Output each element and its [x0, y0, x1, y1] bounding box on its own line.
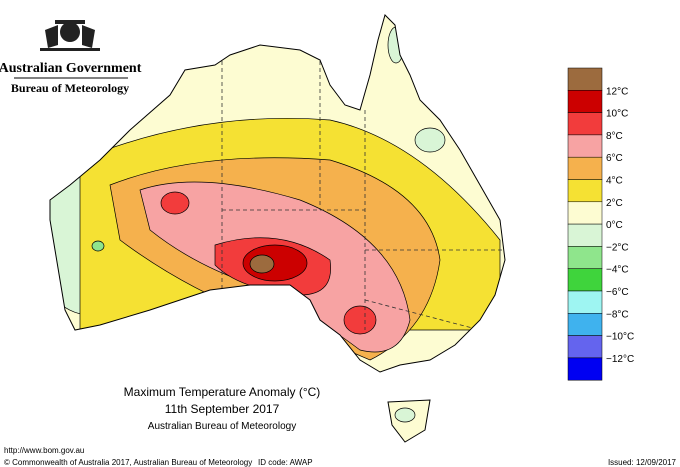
map-source: Australian Bureau of Meteorology — [148, 421, 296, 432]
legend-swatch — [567, 134, 603, 158]
legend-label: −12°C — [606, 354, 634, 365]
legend-swatch — [567, 335, 603, 359]
legend-swatch — [567, 313, 603, 336]
emblem — [40, 20, 100, 51]
legend-label: −2°C — [606, 242, 629, 253]
legend-swatch — [567, 223, 603, 247]
legend: 12°C 10°C 8°C 6°C 4°C 2°C 0°C −2°C −4°C −6°C −8°C −… — [567, 67, 634, 381]
legend-label: 12°C — [606, 86, 628, 97]
legend-label: 6°C — [606, 153, 623, 164]
legend-swatch — [567, 90, 603, 113]
legend-label: 2°C — [606, 198, 623, 209]
legend-swatch — [567, 156, 603, 180]
map-date: 11th September 2017 — [165, 402, 280, 416]
legend-swatch — [567, 201, 603, 225]
agency: Bureau of Meteorology — [11, 81, 129, 95]
legend-swatch — [567, 179, 603, 203]
legend-swatch — [567, 290, 603, 314]
legend-label: −6°C — [606, 287, 629, 298]
legend-swatch — [567, 268, 603, 292]
legend-label: −4°C — [606, 265, 629, 276]
legend-swatch — [567, 112, 603, 136]
legend-swatch — [567, 246, 603, 269]
legend-label: 8°C — [606, 131, 623, 142]
copyright: © Commonwealth of Australia 2017, Austra… — [4, 458, 252, 467]
url: http://www.bom.gov.au — [4, 446, 84, 455]
issued: Issued: 12/09/2017 — [608, 458, 677, 467]
legend-label: 0°C — [606, 220, 623, 231]
map-title: Maximum Temperature Anomaly (°C) — [124, 385, 321, 399]
legend-label: 10°C — [606, 109, 628, 120]
legend-swatch — [567, 67, 603, 91]
legend-label: 4°C — [606, 176, 623, 187]
legend-swatch — [567, 357, 603, 381]
legend-label: −8°C — [606, 309, 629, 320]
id-code: ID code: AWAP — [258, 458, 313, 467]
legend-label: −10°C — [606, 332, 634, 343]
government: Australian Government — [0, 61, 142, 76]
